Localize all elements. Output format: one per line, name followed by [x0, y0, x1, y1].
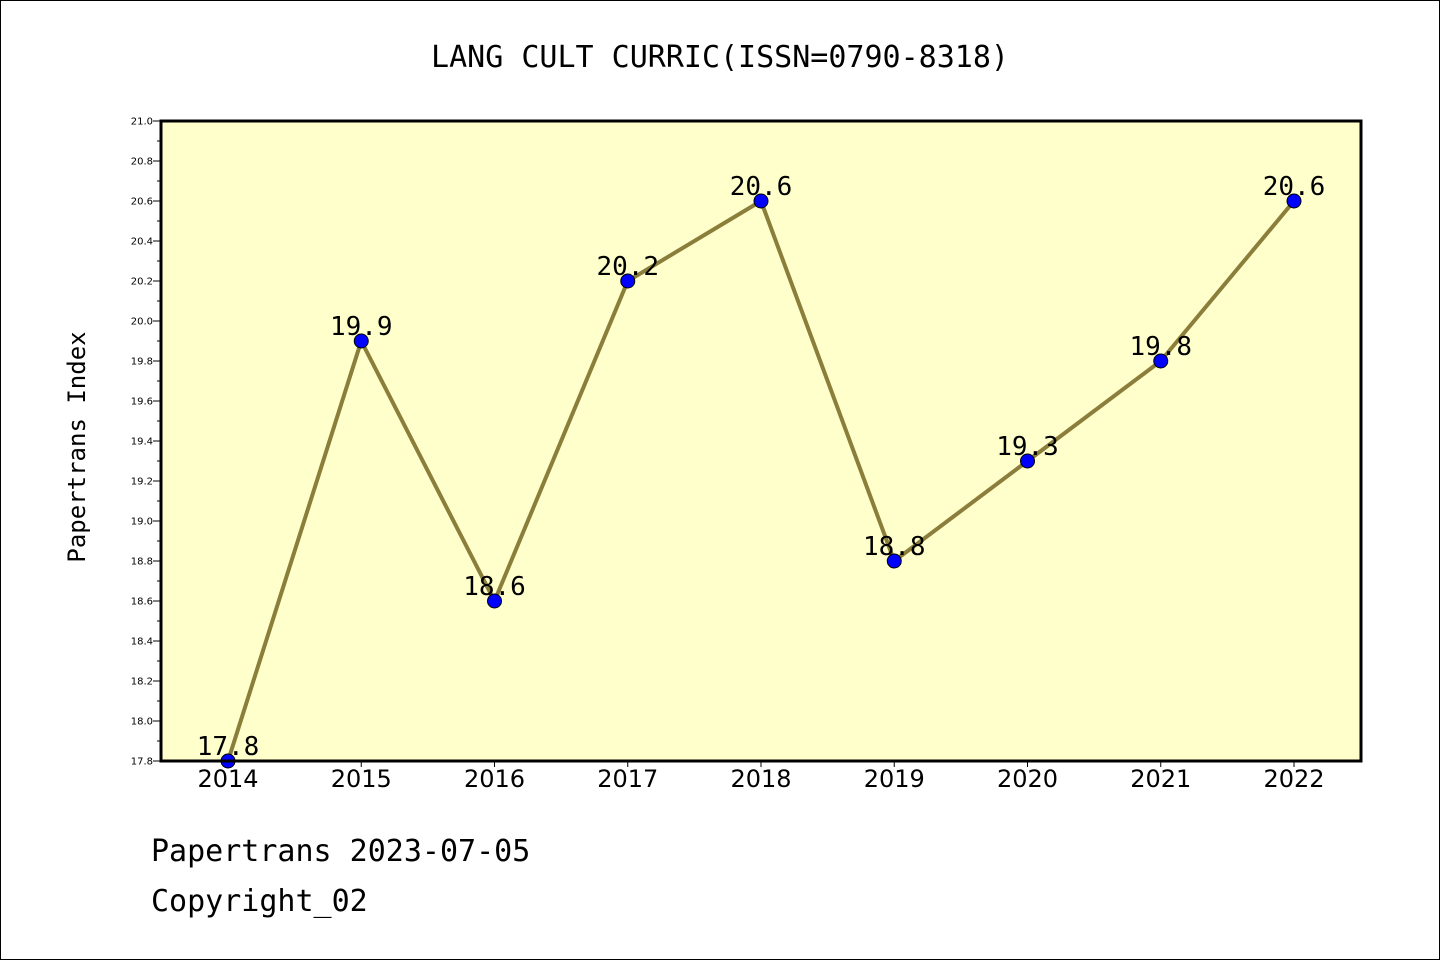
data-point: [1020, 453, 1035, 469]
chart-title: LANG CULT CURRIC(ISSN=0790-8318): [431, 40, 1009, 75]
x-tick-label: 2019: [864, 765, 925, 793]
y-tick-label: 21.0: [131, 117, 153, 128]
data-labels-group: 17.8 19.9 18.6 20.2 20.6 18.8 19.3 19.8 20.6: [197, 172, 1326, 762]
y-tick-label: 20.0: [131, 317, 153, 328]
y-tick-label: 19.2: [131, 477, 153, 488]
data-point: [1286, 193, 1302, 209]
y-tick-label: 17.8: [131, 757, 153, 768]
data-label: 20.6: [1263, 172, 1326, 202]
x-tick-label: 2022: [1263, 765, 1324, 793]
y-axis-label: Papertrans Index: [63, 331, 91, 562]
data-label: 20.2: [596, 252, 659, 282]
y-tick-label: 19.4: [131, 437, 153, 448]
data-point: [487, 593, 502, 609]
footer-date-text: Papertrans 2023-07-05: [151, 834, 531, 869]
y-tick-label: 20.4: [131, 237, 153, 248]
footer-copyright-text: Copyright_02: [151, 884, 368, 919]
y-tick-label: 18.8: [131, 557, 153, 568]
plot-frame: [159, 119, 1363, 763]
x-tick-label: 2016: [464, 765, 525, 793]
data-point: [753, 193, 769, 209]
y-tick-label: 19.8: [131, 357, 153, 368]
data-point: [353, 333, 369, 349]
x-tick-label: 2017: [597, 765, 658, 793]
x-tick-label: 2018: [730, 765, 791, 793]
x-tick-label: 2015: [331, 765, 392, 793]
y-tick-label: 20.8: [131, 157, 153, 168]
y-tick-label: 19.6: [131, 397, 153, 408]
y-tick-label: 18.6: [131, 597, 153, 608]
data-label: 20.6: [730, 172, 793, 202]
x-axis-ticks: 2014 2015 2016 2017 2018 2019 2020 2021 2022: [197, 761, 1325, 793]
data-point: [1153, 353, 1169, 369]
data-label: 17.8: [197, 732, 260, 762]
data-label: 19.3: [996, 432, 1059, 462]
data-label: 19.8: [1129, 332, 1192, 362]
y-tick-label: 18.4: [131, 637, 153, 648]
y-tick-label: 20.2: [131, 277, 153, 288]
y-tick-label: 18.0: [131, 717, 153, 728]
plot-area: [161, 121, 1361, 761]
data-label: 18.8: [863, 532, 926, 562]
series-group: [220, 193, 1302, 769]
data-label: 19.9: [330, 312, 393, 342]
data-point: [620, 273, 636, 289]
y-tick-label: 20.6: [131, 197, 153, 208]
x-tick-label: 2020: [997, 765, 1058, 793]
y-axis-ticks: 17.8 18.0 18.2 18.4 18.6 18.8 19.0 19.2 19.4 19.6…: [131, 117, 161, 768]
x-tick-label: 2014: [197, 765, 258, 793]
y-tick-label: 19.0: [131, 517, 153, 528]
x-tick-label: 2021: [1130, 765, 1191, 793]
data-label: 18.6: [463, 572, 526, 602]
y-tick-label: 18.2: [131, 677, 153, 688]
data-point: [886, 553, 902, 569]
